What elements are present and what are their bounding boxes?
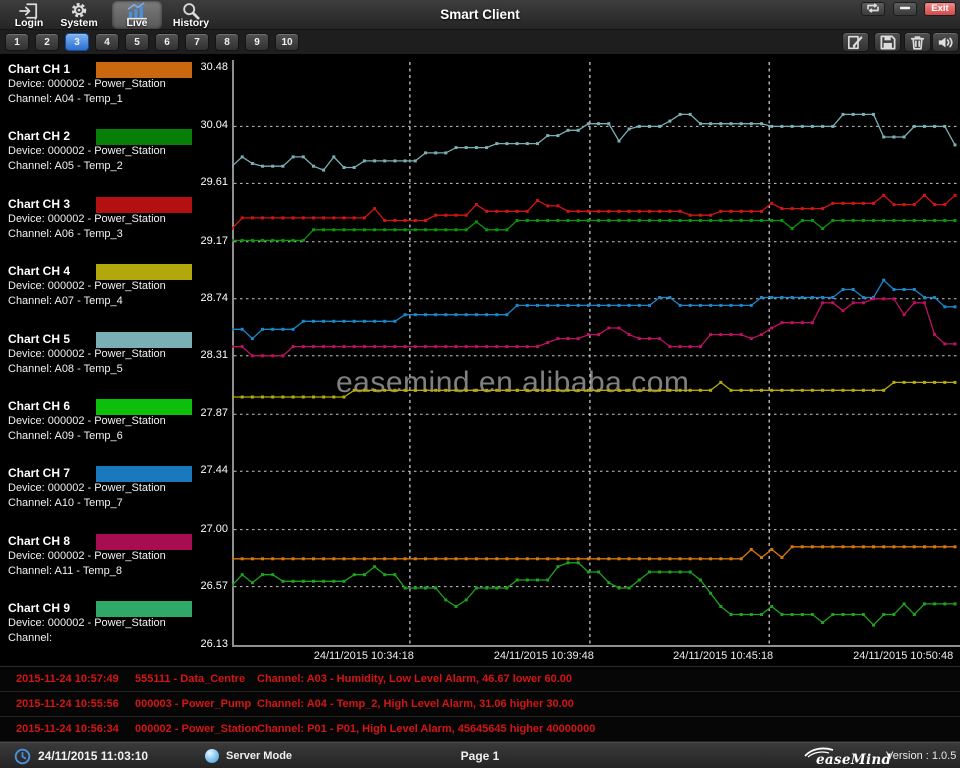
y-axis-tick-label: 29.61 <box>194 176 228 188</box>
y-axis-tick-label: 27.87 <box>194 407 228 419</box>
channel-channel: Channel: A05 - Temp_2 <box>8 159 230 174</box>
alarm-row[interactable]: 2015-11-24 10:55:56 000003 - Power_Pump Ch… <box>0 692 960 717</box>
page-tab-7[interactable]: 7 <box>185 33 209 51</box>
window-controls: Exit <box>858 2 956 17</box>
save-icon <box>880 35 896 50</box>
y-axis-tick-label: 28.31 <box>194 349 228 361</box>
channel-color-swatch <box>96 62 192 78</box>
restore-icon <box>866 3 880 13</box>
channel-device: Device: 000002 - Power_Station <box>8 616 230 631</box>
sound-button[interactable] <box>932 32 959 52</box>
channel-channel: Channel: A09 - Temp_6 <box>8 429 230 444</box>
y-axis-tick-label: 26.13 <box>194 638 228 650</box>
channel-device: Device: 000002 - Power_Station <box>8 549 230 564</box>
restore-window-button[interactable] <box>861 2 885 16</box>
minimize-button[interactable] <box>893 2 917 16</box>
title-bar: Login System Live Hi <box>0 0 960 30</box>
alarm-device: 555111 - Data_Centre <box>135 673 245 685</box>
channel-channel: Channel: A04 - Temp_1 <box>8 92 230 107</box>
channel-color-swatch <box>96 601 192 617</box>
alarm-message: Channel: A03 - Humidity, Low Level Alarm… <box>257 673 572 685</box>
channel-color-swatch <box>96 534 192 550</box>
channel-color-swatch <box>96 466 192 482</box>
channel-color-swatch <box>96 197 192 213</box>
trend-chart <box>232 54 960 666</box>
page-tab-1[interactable]: 1 <box>5 33 29 51</box>
channel-channel: Channel: A11 - Temp_8 <box>8 564 230 579</box>
version-label: Version : 1.0.5 <box>886 750 956 762</box>
page-tab-10[interactable]: 10 <box>275 33 299 51</box>
y-axis-tick-label: 26.57 <box>194 580 228 592</box>
page-tab-2[interactable]: 2 <box>35 33 59 51</box>
alarm-timestamp: 2015-11-24 10:55:56 <box>16 698 119 710</box>
page-tab-8[interactable]: 8 <box>215 33 239 51</box>
exit-button[interactable]: Exit <box>924 2 956 16</box>
page-tab-4[interactable]: 4 <box>95 33 119 51</box>
alarm-row[interactable]: 2015-11-24 10:56:34 000002 - Power_Statio… <box>0 717 960 742</box>
channel-legend-item[interactable]: Chart CH 8Device: 000002 - Power_Station… <box>8 534 230 582</box>
alarm-timestamp: 2015-11-24 10:57:49 <box>16 673 119 685</box>
edit-chart-button[interactable] <box>842 32 869 52</box>
y-axis-tick-label: 28.74 <box>194 292 228 304</box>
channel-legend-item[interactable]: Chart CH 2Device: 000002 - Power_Station… <box>8 129 230 177</box>
alarm-list: 2015-11-24 10:57:49 555111 - Data_Centre C… <box>0 666 960 742</box>
y-axis-tick-label: 27.44 <box>194 464 228 476</box>
channel-color-swatch <box>96 332 192 348</box>
channel-legend-item[interactable]: Chart CH 6Device: 000002 - Power_Station… <box>8 399 230 447</box>
page-tab-bar: 123456789 10 <box>0 30 960 55</box>
smart-client-window: Login System Live Hi <box>0 0 960 768</box>
channel-legend-item[interactable]: Chart CH 4Device: 000002 - Power_Station… <box>8 264 230 312</box>
channel-channel: Channel: A10 - Temp_7 <box>8 496 230 511</box>
save-button[interactable] <box>874 32 901 52</box>
trash-icon <box>910 35 925 50</box>
edit-icon <box>847 35 864 50</box>
channel-device: Device: 000002 - Power_Station <box>8 144 230 159</box>
channel-device: Device: 000002 - Power_Station <box>8 77 230 92</box>
alarm-device: 000003 - Power_Pump <box>135 698 251 710</box>
page-tab-9[interactable]: 9 <box>245 33 269 51</box>
page-tab-3[interactable]: 3 <box>65 33 89 51</box>
page-tab-6[interactable]: 6 <box>155 33 179 51</box>
alarm-message: Channel: A04 - Temp_2, High Level Alarm,… <box>257 698 574 710</box>
y-axis-tick-label: 27.00 <box>194 523 228 535</box>
status-bar: 24/11/2015 11:03:10 Server Mode Page 1 e… <box>0 742 960 768</box>
brand-logo: easeMind <box>808 746 880 768</box>
window-title: Smart Client <box>0 7 960 22</box>
alarm-timestamp: 2015-11-24 10:56:34 <box>16 723 119 735</box>
speaker-icon <box>937 35 954 50</box>
channel-device: Device: 000002 - Power_Station <box>8 212 230 227</box>
channel-device: Device: 000002 - Power_Station <box>8 481 230 496</box>
delete-button[interactable] <box>904 32 931 52</box>
alarm-message: Channel: P01 - P01, High Level Alarm, 45… <box>257 723 595 735</box>
y-axis-tick-label: 30.48 <box>194 61 228 73</box>
page-tab-5[interactable]: 5 <box>125 33 149 51</box>
y-axis-tick-label: 30.04 <box>194 119 228 131</box>
alarm-row[interactable]: 2015-11-24 10:57:49 555111 - Data_Centre C… <box>0 667 960 692</box>
brand-name: easeMind <box>816 752 891 768</box>
channel-color-swatch <box>96 129 192 145</box>
minimize-icon <box>900 3 910 13</box>
alarm-device: 000002 - Power_Station <box>135 723 258 735</box>
channel-channel: Channel: A08 - Temp_5 <box>8 362 230 377</box>
channel-color-swatch <box>96 264 192 280</box>
y-axis-tick-label: 29.17 <box>194 235 228 247</box>
channel-color-swatch <box>96 399 192 415</box>
